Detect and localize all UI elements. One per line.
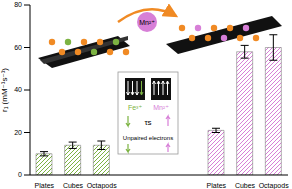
svg-text:Fe³⁺: Fe³⁺ [128, 104, 143, 111]
svg-text:20: 20 [14, 129, 22, 136]
svg-text:Plates: Plates [207, 182, 227, 189]
svg-text:Octapods: Octapods [87, 182, 117, 189]
svg-text:Unpaired electrons: Unpaired electrons [123, 135, 173, 141]
svg-text:Mn²⁺: Mn²⁺ [139, 19, 155, 26]
svg-text:40: 40 [14, 86, 22, 93]
svg-text:Cubes: Cubes [63, 182, 84, 189]
svg-text:Cubes: Cubes [235, 182, 256, 189]
svg-text:0: 0 [18, 171, 22, 178]
svg-text:r₁ (mM⁻¹s⁻¹): r₁ (mM⁻¹s⁻¹) [8, 68, 9, 112]
svg-text:80: 80 [14, 1, 22, 8]
svg-text:Plates: Plates [35, 182, 55, 189]
svg-text:τs: τs [144, 118, 151, 127]
svg-text:60: 60 [14, 44, 22, 51]
svg-text:Octapods: Octapods [259, 182, 284, 189]
svg-text:Mn²⁺: Mn²⁺ [153, 104, 169, 111]
